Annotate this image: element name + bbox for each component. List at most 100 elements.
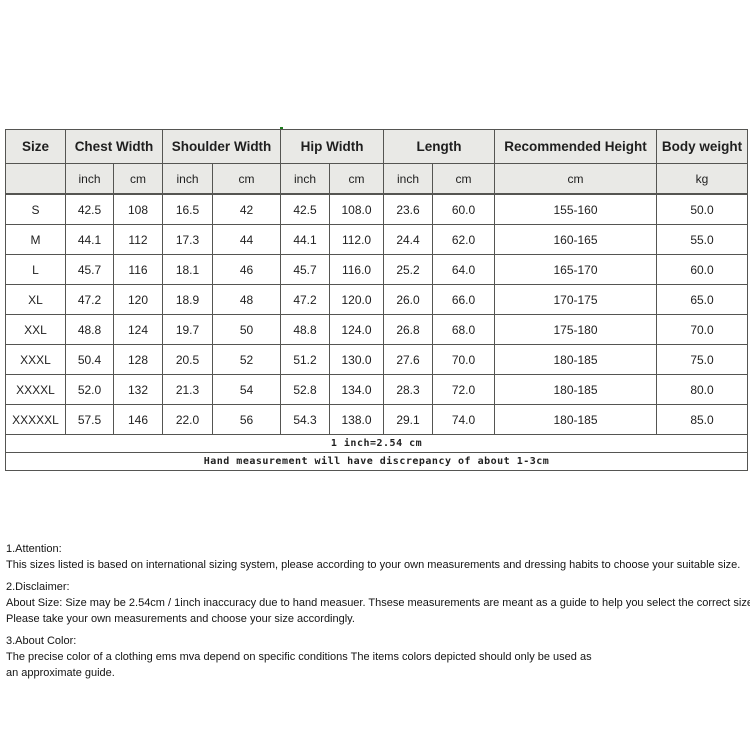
value-cell: 160-165 xyxy=(494,224,658,255)
value-cell: 18.9 xyxy=(162,284,213,315)
value-cell: 120 xyxy=(113,284,163,315)
value-cell: 42.5 xyxy=(280,193,330,225)
header-group-cell: Length xyxy=(383,129,496,164)
value-cell: 50 xyxy=(212,314,281,345)
note-section: 2.Disclaimer: About Size: Size may be 2.5… xyxy=(6,579,750,627)
value-cell: 134.0 xyxy=(328,374,385,405)
value-cell: 180-185 xyxy=(494,404,658,435)
note-line: This sizes listed is based on internatio… xyxy=(6,559,741,571)
value-cell: 47.2 xyxy=(280,284,330,315)
header-group-cell: Body weight xyxy=(656,129,749,164)
unit-cell: cm xyxy=(328,163,385,195)
value-cell: 46 xyxy=(212,254,281,285)
value-cell: 19.7 xyxy=(162,314,213,345)
size-chart-table: Size Chest Width Shoulder Width Hip Width Le… xyxy=(4,129,749,471)
value-cell: 45.7 xyxy=(65,254,114,285)
note-line: The precise color of a clothing ems mva … xyxy=(6,651,592,663)
value-cell: 108.0 xyxy=(328,193,385,225)
size-cell: XXL xyxy=(5,314,66,345)
note-section: 3.About Color: The precise color of a clo… xyxy=(6,633,750,681)
value-cell: 27.6 xyxy=(383,344,434,375)
unit-cell: cm xyxy=(432,163,496,195)
value-cell: 124 xyxy=(113,314,163,345)
value-cell: 85.0 xyxy=(656,404,749,435)
header-group-cell: Chest Width xyxy=(65,129,163,164)
table-row: XXXXXL 57.5 146 22.0 56 54.3 138.0 29.1 74.0 180-… xyxy=(5,404,749,435)
value-cell: 48.8 xyxy=(280,314,330,345)
footnote-row: 1 inch=2.54 cm xyxy=(4,434,749,453)
value-cell: 170-175 xyxy=(494,284,658,315)
value-cell: 26.0 xyxy=(383,284,434,315)
unit-cell: inch xyxy=(383,163,434,195)
size-cell: XL xyxy=(5,284,66,315)
size-cell: XXXL xyxy=(5,344,66,375)
value-cell: 25.2 xyxy=(383,254,434,285)
value-cell: 57.5 xyxy=(65,404,114,435)
header-group-cell: Size xyxy=(5,129,66,164)
value-cell: 47.2 xyxy=(65,284,114,315)
table-row: XXXL 50.4 128 20.5 52 51.2 130.0 27.6 70.0 180-18… xyxy=(5,344,749,375)
value-cell: 175-180 xyxy=(494,314,658,345)
value-cell: 44 xyxy=(212,224,281,255)
value-cell: 51.2 xyxy=(280,344,330,375)
value-cell: 65.0 xyxy=(656,284,749,315)
size-cell: S xyxy=(5,193,66,225)
size-chart-header: Size Chest Width Shoulder Width Hip Width Le… xyxy=(5,129,749,195)
value-cell: 55.0 xyxy=(656,224,749,255)
value-cell: 50.0 xyxy=(656,193,749,225)
value-cell: 17.3 xyxy=(162,224,213,255)
value-cell: 26.8 xyxy=(383,314,434,345)
value-cell: 22.0 xyxy=(162,404,213,435)
value-cell: 42.5 xyxy=(65,193,114,225)
value-cell: 64.0 xyxy=(432,254,496,285)
value-cell: 44.1 xyxy=(280,224,330,255)
value-cell: 62.0 xyxy=(432,224,496,255)
unit-cell: cm xyxy=(113,163,163,195)
table-row: XXXXL 52.0 132 21.3 54 52.8 134.0 28.3 72.0 180-1… xyxy=(5,374,749,405)
size-chart-body: S 42.5 108 16.5 42 42.5 108.0 23.6 60.0 155-160 50… xyxy=(5,193,749,435)
note-heading: 2.Disclaimer: xyxy=(6,581,70,593)
value-cell: 180-185 xyxy=(494,344,658,375)
value-cell: 108 xyxy=(113,193,163,225)
value-cell: 52 xyxy=(212,344,281,375)
unit-cell: cm xyxy=(212,163,281,195)
value-cell: 16.5 xyxy=(162,193,213,225)
value-cell: 116 xyxy=(113,254,163,285)
header-unit-row: inch cm inch cm inch cm inch cm cm kg xyxy=(5,163,749,195)
value-cell: 50.4 xyxy=(65,344,114,375)
value-cell: 116.0 xyxy=(328,254,385,285)
note-line: About Size: Size may be 2.54cm / 1inch i… xyxy=(6,597,750,609)
size-chart-footnotes: 1 inch=2.54 cm Hand measurement will have… xyxy=(4,434,749,471)
value-cell: 128 xyxy=(113,344,163,375)
value-cell: 80.0 xyxy=(656,374,749,405)
header-group-cell: Hip Width xyxy=(279,129,385,164)
note-heading: 1.Attention: xyxy=(6,543,62,555)
value-cell: 130.0 xyxy=(328,344,385,375)
note-line: Please take your own measurements and ch… xyxy=(6,613,355,625)
size-cell: XXXXXL xyxy=(5,404,66,435)
value-cell: 52.0 xyxy=(65,374,114,405)
value-cell: 54 xyxy=(212,374,281,405)
value-cell: 60.0 xyxy=(432,193,496,225)
note-heading: 3.About Color: xyxy=(6,635,77,647)
header-group-row: Size Chest Width Shoulder Width Hip Width Le… xyxy=(5,129,749,164)
value-cell: 24.4 xyxy=(383,224,434,255)
table-row: M 44.1 112 17.3 44 44.1 112.0 24.4 62.0 160-165 55… xyxy=(5,224,749,255)
value-cell: 29.1 xyxy=(383,404,434,435)
table-row: S 42.5 108 16.5 42 42.5 108.0 23.6 60.0 155-160 50… xyxy=(5,193,749,225)
unit-cell xyxy=(5,163,66,195)
value-cell: 48 xyxy=(212,284,281,315)
value-cell: 42 xyxy=(212,193,281,225)
value-cell: 165-170 xyxy=(494,254,658,285)
value-cell: 72.0 xyxy=(432,374,496,405)
value-cell: 23.6 xyxy=(383,193,434,225)
value-cell: 66.0 xyxy=(432,284,496,315)
value-cell: 56 xyxy=(212,404,281,435)
value-cell: 68.0 xyxy=(432,314,496,345)
value-cell: 124.0 xyxy=(328,314,385,345)
value-cell: 132 xyxy=(113,374,163,405)
unit-cell: cm xyxy=(494,163,658,195)
header-group-cell: Shoulder Width xyxy=(162,129,281,164)
footnote-cell: 1 inch=2.54 cm xyxy=(4,434,749,453)
value-cell: 54.3 xyxy=(280,404,330,435)
